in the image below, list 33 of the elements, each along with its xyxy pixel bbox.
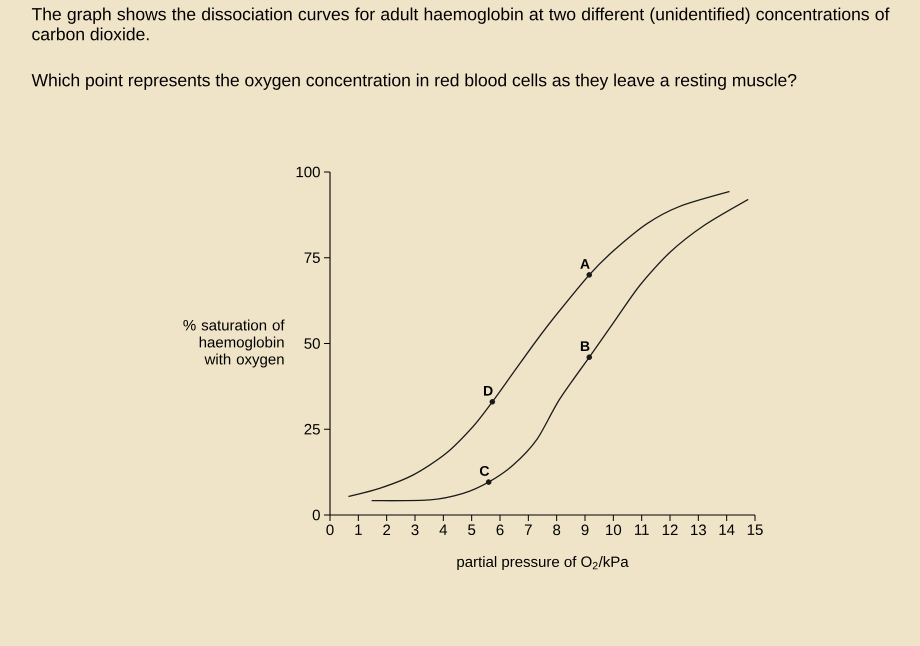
y-tick-label: 0	[312, 510, 320, 520]
x-axis-title: partial pressure of O$_{2}$/kPa	[457, 556, 629, 570]
x-tick-label: 14	[719, 524, 735, 535]
x-tick-label: 7	[524, 524, 532, 535]
point	[586, 272, 592, 278]
x-tick-label: 3	[411, 524, 419, 536]
y-tick-label: 100	[296, 166, 320, 178]
x-tick-label: 15	[748, 524, 763, 535]
x-tick-label: 12	[662, 524, 678, 536]
x-tick-label: 5	[468, 524, 476, 535]
annotation: B	[580, 341, 590, 352]
x-tick-label: 0	[326, 524, 334, 536]
chart-subtitle: Which point represents the oxygen concentration in red blood cells as they leave a resting muscle?	[32, 74, 796, 90]
x-tick-label: 10	[606, 524, 622, 536]
x-tick-label: 13	[691, 524, 706, 536]
x-tick-label: 2	[383, 524, 390, 536]
x-tick-label: 8	[553, 524, 560, 536]
y-tick-label: 50	[304, 338, 320, 349]
chart-title: The graph shows the dissociation curves for adult haemoglobin at two different (unidentified) concentrations of carbon dioxide.	[32, 8, 890, 40]
annotation: D	[484, 386, 493, 396]
annotation: C	[480, 466, 490, 476]
y-tick-label: 75	[304, 252, 320, 263]
x-tick-label: 1	[355, 524, 362, 535]
y-axis-title: % saturation of haemoglobin with oxygen	[183, 320, 285, 368]
x-tick-label: 11	[635, 524, 649, 535]
x-tick-label: 4	[440, 524, 448, 535]
point	[490, 399, 496, 405]
point	[486, 479, 492, 485]
x-tick-label: 6	[496, 524, 504, 536]
point	[586, 354, 592, 360]
annotation: A	[580, 259, 590, 269]
y-tick-label: 25	[304, 424, 320, 435]
x-tick-label: 9	[582, 524, 588, 536]
